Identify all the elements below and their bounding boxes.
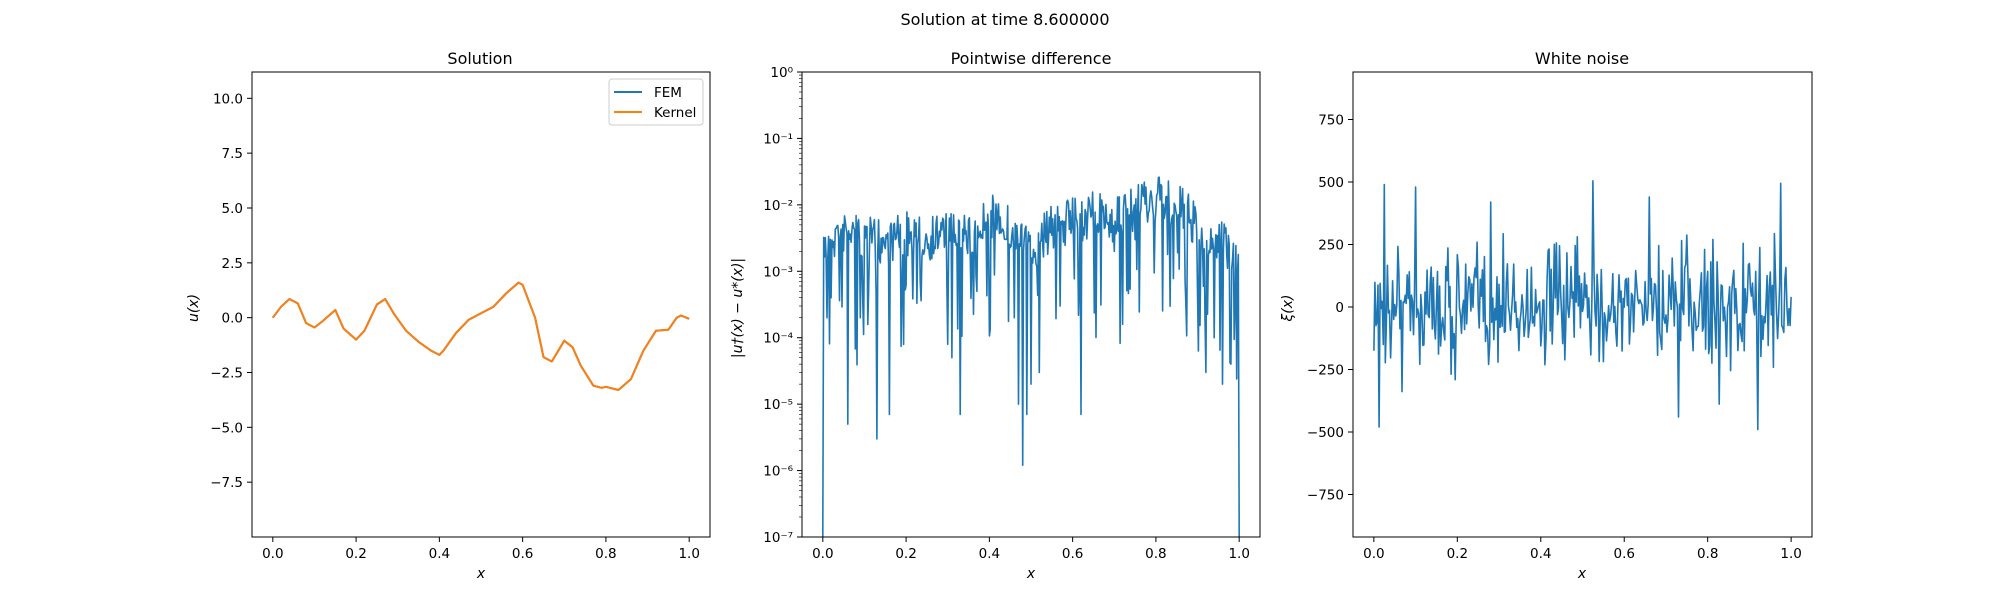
x-tick-label: 1.0 [1780,546,1801,562]
axes-frame-difference [801,71,1261,538]
series-line-difference [821,176,1240,538]
x-tick-label: 0.6 [1062,546,1083,562]
x-tick-label: 0.4 [979,546,1000,562]
y-tick-label: 0.0 [222,311,243,327]
x-tick-label: 0.0 [812,546,833,562]
x-axis-label-white-noise: x [1577,566,1587,582]
plot-area-difference [821,176,1240,538]
y-tick-label: −5.0 [210,420,243,436]
x-tick-label: 1.0 [1228,546,1249,562]
x-tick-label: 0.6 [1613,546,1634,562]
axes-frame-white-noise [1352,71,1813,538]
y-tick-label: 10⁻⁵ [763,397,793,413]
panel-white-noise: White noise 0.0 0.2 0.4 0.6 0.8 1.0 −750−500−… [1280,49,1813,582]
y-axis-label-difference: |u†(x) − u*(x)| [730,258,746,358]
x-tick-label: 0.8 [595,546,616,562]
y-tick-label: 10⁻¹ [763,131,793,147]
y-tick-label: −500 [1307,425,1344,441]
y-tick-label: 250 [1318,238,1344,254]
series-line-fem [272,281,690,391]
gridless-plot-area-solution [272,281,690,391]
x-tick-label: 0.0 [262,546,283,562]
x-tick-label: 0.8 [1697,546,1718,562]
y-tick-label: 10.0 [213,91,243,107]
x-ticks-white-noise: 0.0 0.2 0.4 0.6 0.8 1.0 [1363,537,1802,562]
legend: FEM Kernel [608,78,704,126]
x-tick-label: 0.4 [1530,546,1551,562]
y-tick-label: 10⁻² [763,198,793,214]
y-tick-label: 750 [1318,113,1344,129]
legend-label-fem: FEM [654,85,682,101]
x-axis-label-difference: x [1026,566,1036,582]
x-tick-label: 0.2 [895,546,916,562]
x-ticks-solution: 0.0 0.2 0.4 0.6 0.8 1.0 [262,537,700,562]
x-tick-label: 0.8 [1145,546,1166,562]
y-tick-label: 2.5 [222,256,243,272]
y-tick-label: 5.0 [222,201,243,217]
y-tick-label: −7.5 [210,475,243,491]
panel-solution: Solution 0.0 0.2 0.4 0.6 0.8 1.0 −7.5 −5.0 −2.5… [186,49,711,582]
y-tick-label: 0 [1335,300,1344,316]
x-tick-label: 0.2 [1447,546,1468,562]
x-tick-label: 0.4 [429,546,450,562]
series-line-white-noise [1373,180,1792,431]
y-tick-label: 10⁻³ [763,264,793,280]
x-tick-label: 1.0 [678,546,699,562]
x-tick-label: 0.0 [1363,546,1384,562]
y-tick-label: −750 [1307,488,1344,504]
y-tick-label: −250 [1307,363,1344,379]
y-tick-label: 7.5 [222,146,243,162]
plot-area-white-noise [1373,180,1792,431]
legend-label-kernel: Kernel [654,105,696,121]
y-ticks-white-noise: −750 −500 −250 0 250 500 750 [1307,113,1353,504]
panel-title-solution: Solution [447,49,512,68]
series-line-kernel [272,281,690,391]
y-tick-label: 10⁻⁷ [763,530,793,546]
x-axis-label-solution: x [476,566,486,582]
axes-frame-solution [251,71,711,538]
y-ticks-difference: 10⁻⁷ 10⁻⁶ 10⁻⁵ 10⁻⁴ 10⁻³ 10⁻² 10⁻¹ 10⁰ [763,65,802,546]
x-ticks-difference: 0.0 0.2 0.4 0.6 0.8 1.0 [812,537,1250,562]
figure-suptitle: Solution at time 8.600000 [900,10,1109,29]
x-tick-label: 0.6 [512,546,533,562]
y-tick-label: 10⁻⁴ [763,331,793,347]
y-tick-label: 500 [1318,175,1344,191]
legend-box [608,78,704,126]
panel-title-white-noise: White noise [1535,49,1629,68]
y-tick-label: 10⁰ [770,65,793,81]
y-ticks-solution: −7.5 −5.0 −2.5 0.0 2.5 5.0 7.5 10.0 [210,91,252,491]
panel-title-difference: Pointwise difference [951,49,1112,68]
y-tick-label: 10⁻⁶ [763,464,793,480]
panel-pointwise-difference: Pointwise difference 0.0 0.2 0.4 0.6 0.8 1.0 … [730,49,1261,582]
y-tick-label: −2.5 [210,365,243,381]
x-tick-label: 0.2 [345,546,366,562]
y-axis-label-white-noise: ξ(x) [1280,294,1296,322]
y-axis-label-solution: u(x) [186,294,202,322]
